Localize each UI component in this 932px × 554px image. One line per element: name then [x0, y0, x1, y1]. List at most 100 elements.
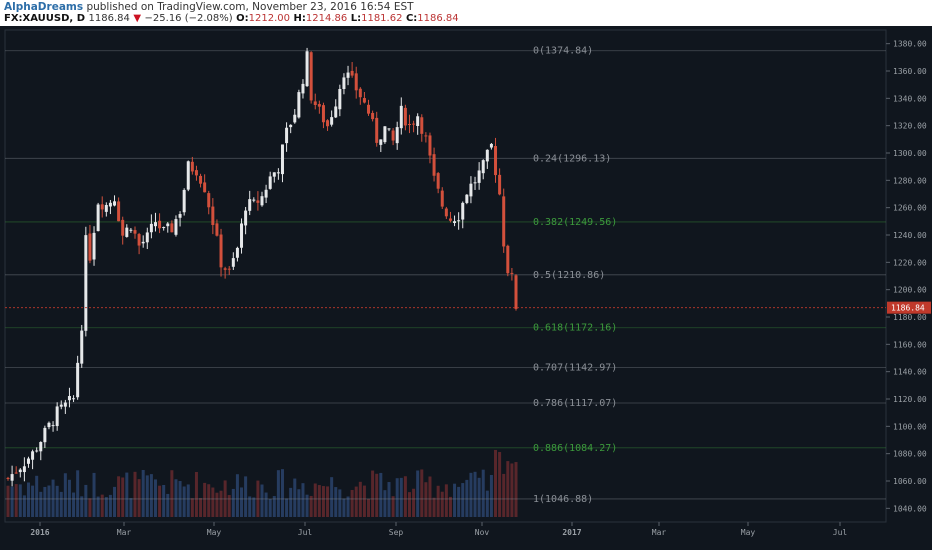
- candle-body: [412, 123, 416, 125]
- candle-body: [162, 227, 166, 229]
- candle-body: [457, 220, 461, 222]
- candle-body: [407, 123, 411, 125]
- price-tick-label: 1100.00: [893, 422, 927, 431]
- candle-body: [199, 175, 203, 184]
- volume-bar: [350, 489, 354, 517]
- candle-body: [350, 70, 354, 76]
- candle-body: [289, 124, 293, 128]
- price-chart[interactable]: 0(1374.84) 0.24(1296.13) 0.382(1249.56) 0.5…: [0, 26, 932, 550]
- candle-body: [375, 117, 379, 143]
- candle-body: [354, 73, 358, 91]
- price-tick-label: 1380.00: [893, 40, 927, 49]
- volume-bar: [256, 480, 260, 517]
- time-tick-label: Nov: [475, 528, 490, 537]
- volume-bar: [367, 498, 371, 517]
- volume-bar: [420, 469, 424, 517]
- volume-bar: [96, 496, 100, 517]
- candle-body: [313, 101, 317, 105]
- candle-body: [383, 126, 387, 143]
- volume-bar: [412, 488, 416, 517]
- volume-bar: [444, 484, 448, 517]
- price-tick-label: 1260.00: [893, 204, 927, 213]
- candle-body: [223, 268, 227, 270]
- volume-bar: [162, 484, 166, 517]
- volume-bar: [457, 486, 461, 517]
- candle-body: [489, 143, 493, 148]
- price-tick-label: 1160.00: [893, 340, 927, 349]
- volume-bar: [371, 470, 375, 517]
- candle-body: [10, 474, 14, 481]
- author-link[interactable]: AlphaDreams: [4, 1, 84, 13]
- volume-bar: [227, 495, 231, 517]
- volume-bar: [43, 486, 47, 517]
- plot-border: [4, 29, 887, 523]
- candle-body: [35, 450, 39, 452]
- volume-bar: [461, 483, 465, 517]
- volume-bar: [285, 498, 289, 517]
- candle-body: [473, 182, 477, 184]
- time-axis[interactable]: 2016 Mar May Jul Sep Nov 2017 Mar May Jul: [30, 522, 847, 537]
- volume-bar: [219, 490, 223, 517]
- volume-bar: [432, 497, 436, 517]
- candle-body: [72, 398, 76, 400]
- ohlc-line: FX:XAUUSD, D 1186.84 ▼ −25.16 (−2.08%) O…: [4, 13, 459, 24]
- candle-body: [428, 135, 432, 156]
- publish-info: published on TradingView.com, November 2…: [86, 1, 414, 13]
- last-price-tag-label: 1186.84: [891, 304, 925, 313]
- volume-bar: [80, 496, 84, 517]
- volume-bar: [280, 469, 284, 517]
- volume-bar: [194, 471, 198, 517]
- candle-body: [371, 112, 375, 120]
- volume-bar: [416, 470, 420, 517]
- candle-body: [215, 223, 219, 236]
- candle-body: [240, 223, 244, 248]
- candle-body: [448, 218, 452, 221]
- fib-levels[interactable]: 0(1374.84) 0.24(1296.13) 0.382(1249.56) 0.5…: [5, 46, 886, 505]
- time-tick-label: Mar: [652, 528, 667, 537]
- candle-body: [84, 235, 88, 331]
- volume-bar: [6, 485, 10, 517]
- fib-level-label: 0.618(1172.16): [533, 323, 617, 334]
- candle-body: [149, 223, 153, 233]
- fib-level-label: 0.886(1084.27): [533, 443, 617, 454]
- open-value: 1212.00: [248, 13, 291, 24]
- volume-bar: [510, 463, 514, 517]
- candle-body: [494, 146, 498, 176]
- candle-body: [190, 161, 194, 172]
- time-tick-label: 2017: [562, 528, 581, 537]
- price-tick-label: 1280.00: [893, 176, 927, 185]
- volume-bar: [72, 492, 76, 517]
- close-label: C:: [405, 13, 418, 24]
- candle-body: [219, 234, 223, 268]
- candle-body: [481, 160, 485, 174]
- candle-body: [153, 222, 157, 227]
- volume-bar: [317, 485, 321, 517]
- volume-bar: [362, 485, 366, 517]
- candle-body: [186, 161, 190, 190]
- volume-bar: [448, 496, 452, 517]
- volume-bar: [104, 497, 108, 517]
- close-value: 1186.84: [417, 13, 459, 24]
- symbol-label[interactable]: FX:XAUUSD, D: [4, 13, 86, 24]
- volume-bar: [301, 483, 305, 517]
- candle-body: [416, 116, 420, 127]
- candle-body: [453, 221, 457, 224]
- volume-bar: [100, 494, 104, 517]
- volume-bar: [166, 493, 170, 517]
- volume-bar: [178, 481, 182, 517]
- price-axis[interactable]: 1040.00 1060.00 1080.00 1100.00 1120.00 1140.…: [5, 40, 931, 514]
- volume-bar: [473, 471, 477, 517]
- candle-body: [256, 200, 260, 203]
- candle-body: [18, 469, 22, 473]
- candle-body: [67, 396, 71, 401]
- candle-body: [6, 477, 10, 479]
- volume-bar: [514, 462, 518, 517]
- candle-body: [280, 144, 284, 175]
- candle-body: [264, 189, 268, 198]
- chart-header: AlphaDreams published on TradingView.com…: [0, 0, 932, 26]
- candle-body: [326, 120, 330, 127]
- chart-area[interactable]: 0(1374.84) 0.24(1296.13) 0.382(1249.56) 0.5…: [0, 26, 932, 550]
- candle-body: [47, 422, 51, 428]
- candle-body: [117, 201, 121, 222]
- volume-bar: [391, 496, 395, 517]
